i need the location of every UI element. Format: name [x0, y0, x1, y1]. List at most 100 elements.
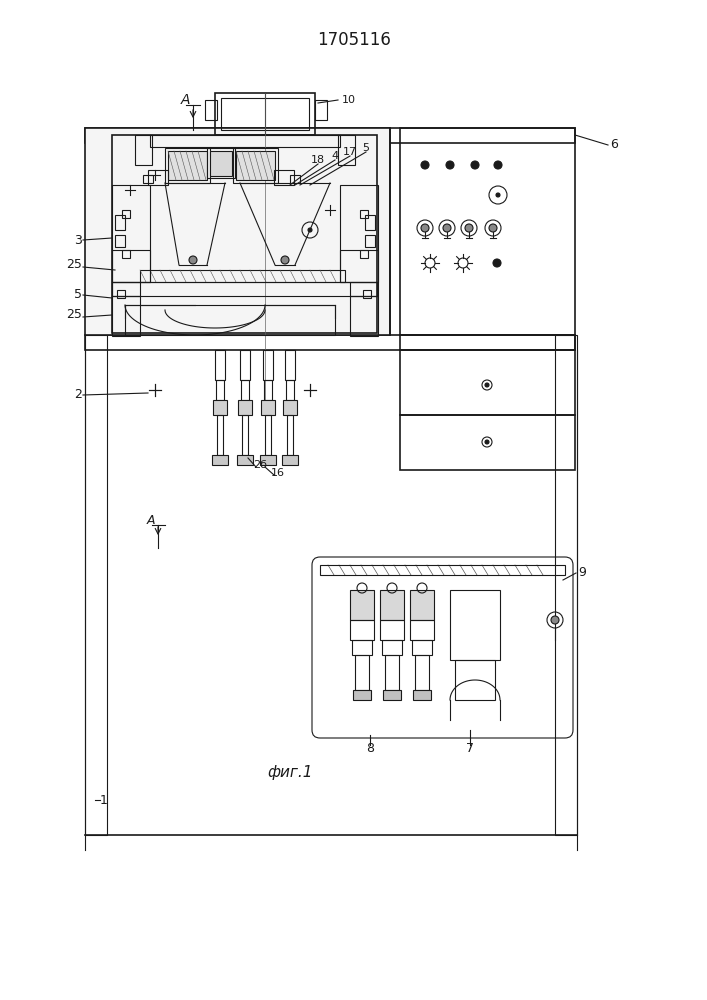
Bar	[112, 282, 140, 296]
Bar	[290, 175, 300, 183]
Text: 10: 10	[342, 95, 356, 105]
Bar	[165, 148, 210, 183]
Bar	[221, 98, 309, 130]
Bar	[112, 250, 150, 282]
Bar	[385, 655, 399, 690]
Bar	[353, 690, 371, 700]
Polygon shape	[165, 183, 225, 265]
Bar	[355, 655, 369, 690]
Bar	[338, 135, 355, 165]
Bar	[122, 210, 130, 218]
Bar	[365, 235, 375, 247]
Bar	[455, 660, 495, 700]
Bar	[360, 210, 368, 218]
Text: 2: 2	[74, 388, 82, 401]
Circle shape	[471, 161, 479, 169]
Bar	[363, 290, 371, 298]
Bar	[265, 415, 271, 455]
Bar	[125, 305, 335, 335]
Polygon shape	[240, 183, 330, 265]
Text: 6: 6	[610, 138, 618, 151]
Bar	[282, 455, 298, 465]
Bar	[240, 350, 250, 380]
Bar	[168, 151, 207, 180]
Circle shape	[494, 161, 502, 169]
Bar	[210, 151, 232, 176]
Bar	[117, 290, 125, 298]
Bar	[85, 335, 107, 835]
Bar	[410, 590, 434, 620]
Bar	[213, 400, 227, 415]
Bar	[365, 215, 375, 230]
Bar	[212, 455, 228, 465]
Text: 25: 25	[66, 308, 82, 322]
Bar	[450, 590, 500, 660]
Text: 5: 5	[74, 288, 82, 302]
Text: 2б: 2б	[253, 460, 267, 470]
Text: 1: 1	[100, 794, 108, 806]
Bar	[112, 185, 150, 282]
Circle shape	[421, 224, 429, 232]
Bar	[135, 135, 152, 165]
Bar	[112, 282, 377, 296]
Text: 5: 5	[363, 143, 370, 153]
Text: 1705116: 1705116	[317, 31, 391, 49]
Bar	[400, 350, 575, 415]
Circle shape	[551, 616, 559, 624]
Bar	[555, 335, 577, 835]
Bar	[205, 100, 217, 120]
Bar	[360, 250, 368, 258]
Bar	[380, 620, 404, 640]
Circle shape	[493, 259, 501, 267]
Text: 4: 4	[332, 151, 339, 161]
Bar	[241, 380, 249, 400]
Text: А: А	[180, 93, 190, 107]
Bar	[315, 100, 327, 120]
Bar	[285, 350, 295, 380]
Bar	[264, 380, 272, 400]
Bar	[115, 215, 125, 230]
Bar	[85, 128, 575, 143]
Bar	[143, 175, 153, 183]
Bar	[400, 335, 575, 350]
Bar	[412, 640, 432, 655]
Bar	[140, 270, 345, 282]
Bar	[340, 250, 378, 282]
Bar	[413, 690, 431, 700]
Bar	[320, 565, 565, 575]
Bar	[122, 250, 130, 258]
Bar	[382, 640, 402, 655]
Text: 25: 25	[66, 258, 82, 271]
Circle shape	[485, 440, 489, 444]
Text: 8: 8	[366, 742, 374, 754]
Bar	[383, 690, 401, 700]
Text: 18: 18	[311, 155, 325, 165]
Bar	[85, 128, 390, 335]
Bar	[274, 170, 294, 185]
Circle shape	[446, 161, 454, 169]
Bar	[400, 415, 575, 470]
Bar	[216, 380, 224, 400]
Bar	[286, 380, 294, 400]
Bar	[260, 455, 276, 465]
Bar	[380, 590, 404, 620]
Bar	[350, 282, 378, 296]
Bar	[415, 655, 429, 690]
Bar	[350, 590, 374, 620]
Bar	[148, 170, 168, 185]
Bar	[237, 455, 253, 465]
Bar	[215, 350, 225, 380]
Bar	[112, 135, 377, 333]
Bar	[350, 620, 374, 640]
Bar	[238, 400, 252, 415]
Text: 3: 3	[74, 233, 82, 246]
Bar	[287, 415, 293, 455]
Bar	[115, 235, 125, 247]
Circle shape	[465, 224, 473, 232]
Bar	[233, 148, 278, 183]
Bar	[263, 350, 273, 380]
Circle shape	[485, 383, 489, 387]
Circle shape	[281, 256, 289, 264]
Bar	[410, 620, 434, 640]
Bar	[217, 415, 223, 455]
